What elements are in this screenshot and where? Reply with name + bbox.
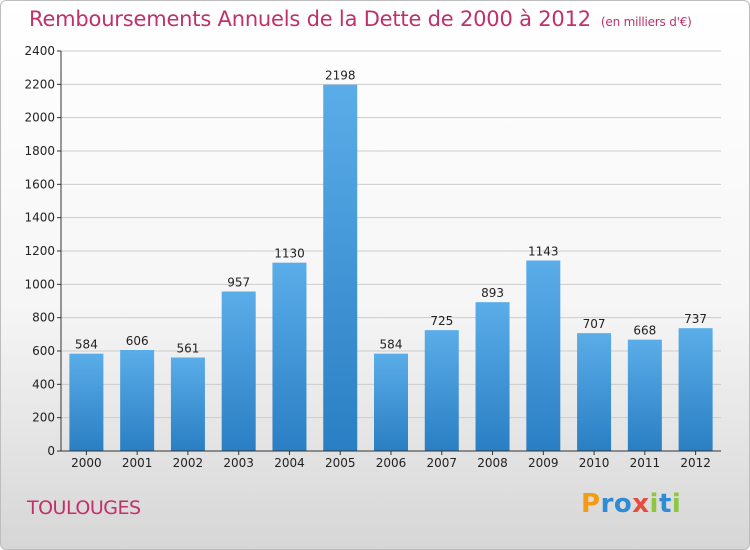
bar-2012 [678, 328, 713, 451]
commune-name: TOULOUGES [27, 497, 141, 519]
data-label-2012: 737 [684, 312, 707, 326]
xtick-label-2008: 2008 [477, 456, 508, 470]
data-label-2006: 584 [380, 338, 403, 352]
label-layer: 584 606 561 957 1130 2198 584 725 893 1143 707 668 7… [75, 69, 707, 356]
data-label-2001: 606 [126, 334, 149, 348]
ytick-label: 600 [32, 344, 55, 358]
axis-layer: 0 200 400 600 800 1000 1200 1400 1600 1800 2000 220… [24, 44, 721, 470]
bar-2004 [272, 262, 307, 451]
xtick-label-2006: 2006 [376, 456, 407, 470]
xtick-label-2004: 2004 [274, 456, 305, 470]
ytick-label: 400 [32, 377, 55, 391]
data-label-2011: 668 [633, 324, 656, 338]
ytick-label: 2000 [24, 111, 55, 125]
bar-2000 [69, 353, 104, 451]
bar-2010 [577, 333, 612, 451]
ytick-label: 1600 [24, 177, 55, 191]
logo-letter: r [600, 489, 614, 519]
data-label-2005: 2198 [325, 69, 356, 83]
xtick-label-2002: 2002 [173, 456, 204, 470]
xtick-label-2001: 2001 [122, 456, 153, 470]
data-label-2007: 725 [430, 314, 453, 328]
data-label-2003: 957 [227, 276, 250, 290]
logo-letter: i [671, 489, 682, 519]
logo-letter: i [649, 489, 659, 519]
bar-2008 [475, 302, 510, 451]
chart-unit: (en milliers d'€) [600, 15, 692, 29]
bar-2009 [526, 260, 561, 451]
bar-2011 [627, 339, 662, 451]
ytick-label: 2200 [24, 77, 55, 91]
ytick-label: 2400 [24, 44, 55, 58]
xtick-label-2003: 2003 [223, 456, 254, 470]
xtick-label-2010: 2010 [579, 456, 610, 470]
xtick-label-2009: 2009 [528, 456, 559, 470]
xtick-label-2011: 2011 [630, 456, 661, 470]
bar-2002 [170, 357, 205, 451]
chart-title-text: Remboursements Annuels de la Dette de 20… [29, 7, 591, 31]
logo-letter: x [632, 489, 650, 519]
xtick-label-2000: 2000 [71, 456, 102, 470]
ytick-label: 1400 [24, 211, 55, 225]
data-label-2008: 893 [481, 286, 504, 300]
data-label-2000: 584 [75, 338, 98, 352]
ytick-label: 1200 [24, 244, 55, 258]
bar-2003 [221, 291, 256, 451]
bar-2005 [323, 84, 358, 452]
data-label-2004: 1130 [274, 247, 305, 261]
bar-2001 [120, 350, 155, 451]
data-label-2010: 707 [583, 317, 606, 331]
bar-2007 [424, 330, 459, 451]
ytick-label: 1800 [24, 144, 55, 158]
xtick-label-2005: 2005 [325, 456, 356, 470]
data-label-2002: 561 [176, 342, 199, 356]
xtick-label-2012: 2012 [680, 456, 711, 470]
chart-title: Remboursements Annuels de la Dette de 20… [29, 7, 692, 31]
ytick-label: 200 [32, 411, 55, 425]
logo-letter: o [613, 489, 633, 519]
proxiti-logo: Proxiti [581, 489, 681, 519]
ytick-label: 800 [32, 311, 55, 325]
logo-letter: t [658, 489, 672, 519]
bar-layer [69, 84, 713, 452]
ytick-label: 0 [47, 444, 55, 458]
data-label-2009: 1143 [528, 245, 559, 259]
xtick-label-2007: 2007 [426, 456, 457, 470]
logo-letter: P [581, 489, 601, 519]
bar-2006 [374, 353, 408, 451]
ytick-label: 1000 [24, 277, 55, 291]
